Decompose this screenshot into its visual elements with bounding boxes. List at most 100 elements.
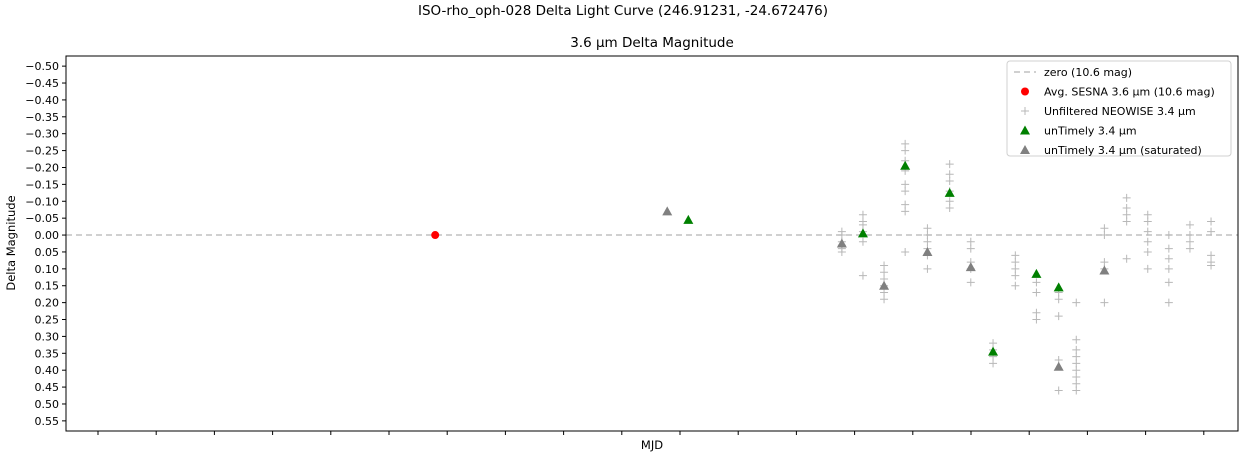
neowise-point <box>945 197 954 206</box>
neowise-point <box>1185 237 1194 246</box>
neowise-point <box>923 237 932 246</box>
neowise-point <box>1072 298 1081 307</box>
neowise-point <box>1143 237 1152 246</box>
neowise-point <box>989 359 998 368</box>
y-axis-label: Delta Magnitude <box>4 195 18 290</box>
y-tick-label: 0.05 <box>35 246 60 259</box>
neowise-point <box>923 264 932 273</box>
neowise-point <box>1207 217 1216 226</box>
neowise-point <box>837 247 846 256</box>
neowise-point <box>1143 217 1152 226</box>
neowise-point <box>901 146 910 155</box>
neowise-point <box>1122 204 1131 213</box>
y-tick-label: −0.20 <box>25 161 59 174</box>
neowise-point <box>901 207 910 216</box>
neowise-point <box>1072 345 1081 354</box>
y-tick-label: 0.25 <box>35 314 60 327</box>
y-tick-label: 0.00 <box>35 229 60 242</box>
neowise-point <box>1164 298 1173 307</box>
legend-swatch <box>1020 125 1030 135</box>
neowise-point <box>1122 217 1131 226</box>
neowise-point <box>1100 231 1109 240</box>
legend-box <box>1006 60 1232 157</box>
untimely-saturated-point <box>836 238 847 248</box>
neowise-point <box>1072 352 1081 361</box>
legend-swatch <box>1020 145 1030 154</box>
neowise-point <box>880 288 889 297</box>
chart-title: 3.6 μm Delta Magnitude <box>570 35 734 51</box>
neowise-point <box>1011 251 1020 260</box>
figure-suptitle: ISO-rho_oph-028 Delta Light Curve (246.9… <box>417 3 829 19</box>
neowise-point <box>1072 386 1081 395</box>
y-tick-label: −0.35 <box>25 111 59 124</box>
neowise-point <box>1164 264 1173 273</box>
legend-label: Avg. SESNA 3.6 μm (10.6 mag) <box>1044 86 1215 99</box>
neowise-point <box>1100 298 1109 307</box>
neowise-point <box>1100 258 1109 267</box>
x-axis-label: MJD <box>641 438 663 452</box>
neowise-point <box>966 237 975 246</box>
untimely-saturated-point <box>1099 265 1110 275</box>
y-tick-label: −0.25 <box>25 145 59 158</box>
neowise-point <box>989 339 998 348</box>
neowise-point <box>1032 288 1041 297</box>
neowise-point <box>1164 231 1173 240</box>
neowise-point <box>923 231 932 240</box>
legend-label: zero (10.6 mag) <box>1044 66 1132 79</box>
untimely-saturated-point <box>965 262 976 272</box>
neowise-point <box>837 231 846 240</box>
neowise-point <box>1072 335 1081 344</box>
neowise-point <box>1185 220 1194 229</box>
untimely-point <box>944 187 955 197</box>
neowise-point <box>1054 386 1063 395</box>
neowise-point <box>966 278 975 287</box>
neowise-point <box>901 139 910 148</box>
neowise-point <box>1143 210 1152 219</box>
untimely-saturated-point <box>1053 361 1064 371</box>
neowise-point <box>1072 372 1081 381</box>
neowise-point <box>1122 210 1131 219</box>
neowise-point <box>945 160 954 169</box>
untimely-point <box>683 214 694 224</box>
untimely-saturated-point <box>922 246 933 256</box>
neowise-point <box>1143 247 1152 256</box>
neowise-point <box>1100 224 1109 233</box>
neowise-point <box>1072 379 1081 388</box>
neowise-point <box>880 261 889 270</box>
y-tick-label: 0.40 <box>35 364 60 377</box>
legend-label: unTimely 3.4 μm <box>1044 125 1137 138</box>
neowise-point <box>966 244 975 253</box>
neowise-point <box>858 237 867 246</box>
sesna-avg-point <box>431 231 440 240</box>
neowise-point <box>901 187 910 196</box>
y-tick-label: −0.40 <box>25 94 59 107</box>
neowise-point <box>945 204 954 213</box>
y-tick-label: 0.55 <box>35 415 60 428</box>
neowise-point <box>1164 278 1173 287</box>
y-tick-label: −0.45 <box>25 77 59 90</box>
y-tick-label: 0.35 <box>35 347 60 360</box>
plot-frame <box>65 55 1239 432</box>
neowise-point <box>1164 244 1173 253</box>
neowise-point <box>880 295 889 304</box>
neowise-point <box>880 268 889 277</box>
neowise-point <box>1011 281 1020 290</box>
neowise-point <box>945 170 954 179</box>
legend-swatch <box>1021 107 1029 115</box>
neowise-point <box>945 177 954 185</box>
neowise-point <box>1185 231 1194 240</box>
y-tick-label: 0.50 <box>35 398 60 411</box>
y-tick-label: −0.10 <box>25 195 59 208</box>
neowise-point <box>923 224 932 233</box>
neowise-point <box>1164 254 1173 263</box>
neowise-point <box>1207 227 1216 236</box>
untimely-point <box>857 228 868 238</box>
neowise-point <box>858 271 867 280</box>
neowise-point <box>1072 359 1081 368</box>
untimely-saturated-point <box>879 280 890 290</box>
y-tick-label: −0.50 <box>25 60 59 73</box>
neowise-point <box>901 200 910 209</box>
neowise-point <box>1054 295 1063 304</box>
neowise-point <box>1122 254 1131 263</box>
legend: zero (10.6 mag) Avg. SESNA 3.6 μm (10.6 m… <box>1006 60 1232 157</box>
